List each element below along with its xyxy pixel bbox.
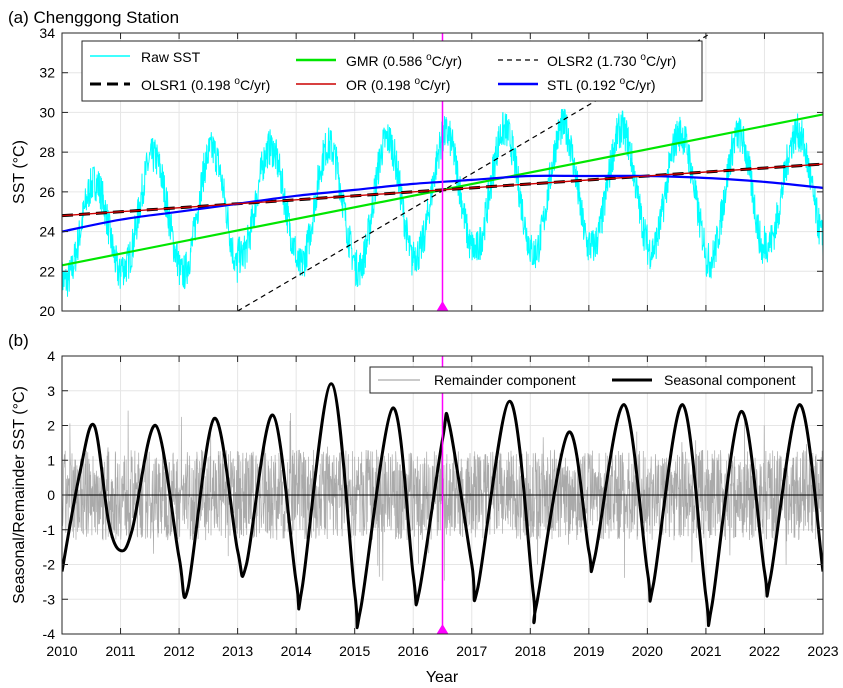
panel-a-ytick-label: 28 <box>39 144 55 160</box>
panel-a-legend: Raw SST GMR (0.586 oC/yr) OLSR2 (1.730 o… <box>81 40 703 102</box>
panel-b-xtick-label: 2021 <box>690 643 721 659</box>
panel-b-ylabel: Seasonal/Remainder SST (°C) <box>11 386 28 604</box>
panel-a-ticks: 20 22 24 26 28 30 32 34 <box>39 25 824 319</box>
panel-b-ticks: 2010 2011 2012 2013 2014 2015 2016 2017 2018 2019… <box>43 348 839 659</box>
legend-label-raw-sst: Raw SST <box>141 49 201 65</box>
panel-b-xtick-label: 2011 <box>105 643 135 659</box>
legend-label-remainder: Remainder component <box>434 372 576 388</box>
panel-b-legend: Remainder component Seasonal component <box>369 366 813 394</box>
panel-b-ytick-label: -3 <box>43 591 56 607</box>
panel-b: 2010 2011 2012 2013 2014 2015 2016 2017 2018 2019… <box>8 331 839 686</box>
panel-b-ytick-label: 2 <box>47 418 55 434</box>
panel-b-xtick-label: 2020 <box>632 643 663 659</box>
panel-b-legend-box <box>369 366 813 394</box>
panel-a-legend-box <box>81 40 703 102</box>
legend-label-olsr1: OLSR1 (0.198 oC/yr) <box>141 76 270 93</box>
panel-b-vertical-marker <box>436 356 449 634</box>
panel-a-ytick-label: 34 <box>39 25 55 41</box>
panel-a-ytick-label: 24 <box>39 224 55 240</box>
panel-b-ytick-label: 0 <box>47 487 55 503</box>
panel-a-title: (a) Chenggong Station <box>8 8 179 27</box>
legend-label-or: OR (0.198 oC/yr) <box>346 76 450 93</box>
panel-a-ytick-label: 26 <box>39 184 55 200</box>
panel-b-xtick-label: 2013 <box>222 643 253 659</box>
panel-b-xtick-label: 2012 <box>163 643 194 659</box>
panel-b-ytick-label: -4 <box>43 626 56 642</box>
panel-a-ytick-label: 22 <box>39 263 55 279</box>
panel-b-xtick-label: 2014 <box>281 643 312 659</box>
panel-a-ylabel: SST (°C) <box>11 140 28 204</box>
panel-b-title: (b) <box>8 331 29 350</box>
panel-a-ytick-label: 30 <box>39 104 55 120</box>
panel-b-ytick-label: 4 <box>47 348 55 364</box>
panel-b-ytick-label: 1 <box>47 452 55 468</box>
panel-b-xtick-label: 2015 <box>339 643 370 659</box>
legend-label-stl: STL (0.192 oC/yr) <box>547 76 656 93</box>
x-axis-label: Year <box>426 669 459 686</box>
panel-b-xtick-label: 2017 <box>456 643 487 659</box>
panel-a-marker-triangle <box>436 301 449 311</box>
panel-a-ytick-label: 32 <box>39 65 55 81</box>
panel-b-ytick-label: -2 <box>43 557 56 573</box>
panel-a-ytick-label: 20 <box>39 303 55 319</box>
panel-b-ytick-label: 3 <box>47 383 55 399</box>
panel-a-frame <box>61 32 824 312</box>
panel-b-xtick-label: 2022 <box>749 643 780 659</box>
panel-b-xtick-label: 2010 <box>46 643 77 659</box>
panel-b-xtick-label: 2023 <box>807 643 838 659</box>
panel-b-xtick-label: 2018 <box>515 643 546 659</box>
panel-b-xtick-label: 2019 <box>573 643 604 659</box>
legend-label-seasonal: Seasonal component <box>664 372 796 388</box>
panel-b-ytick-label: -1 <box>43 522 56 538</box>
legend-label-olsr2: OLSR2 (1.730 oC/yr) <box>547 52 676 69</box>
panel-b-xtick-label: 2016 <box>398 643 429 659</box>
legend-label-gmr: GMR (0.586 oC/yr) <box>346 52 462 69</box>
panel-b-marker-triangle <box>436 624 449 634</box>
panel-a: 20 22 24 26 28 30 32 34 (a) Chenggong Station S… <box>8 8 824 319</box>
